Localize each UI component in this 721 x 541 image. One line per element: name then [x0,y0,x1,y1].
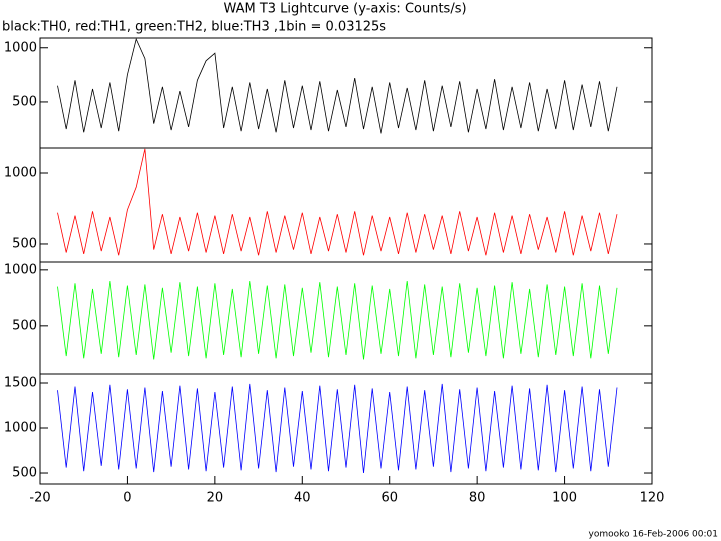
y-tick-label: 1000 [4,421,37,436]
x-tick-label: 60 [381,491,398,506]
x-tick-label: 80 [469,491,486,506]
data-line [57,148,618,256]
y-tick-label: 1500 [4,376,37,391]
panel-frame [39,373,653,485]
y-tick-label: 500 [12,94,37,109]
x-tick-label: 100 [552,491,577,506]
data-line [57,280,618,360]
y-tick-label: 500 [12,466,37,481]
y-tick-label: 1000 [4,165,37,180]
chart-subtitle: black:TH0, red:TH1, green:TH2, blue:TH3 … [2,20,386,35]
y-tick-label: 500 [12,236,37,251]
data-line [57,383,618,474]
panel-frame [39,37,653,149]
x-tick-label: 120 [640,491,665,506]
panel-frame [39,147,653,263]
footer: yomooko 16-Feb-2006 00:01 [589,530,718,540]
x-tick-label: 40 [294,491,311,506]
y-tick-label: 1000 [4,262,37,277]
data-line [57,37,618,134]
y-tick-label: 500 [12,318,37,333]
y-tick-label: 1000 [4,40,37,55]
chart-title: WAM T3 Lightcurve (y-axis: Counts/s) [223,2,466,17]
x-tick-label: 20 [207,491,224,506]
x-tick-label: -20 [29,491,50,506]
x-tick-label: 0 [123,491,131,506]
